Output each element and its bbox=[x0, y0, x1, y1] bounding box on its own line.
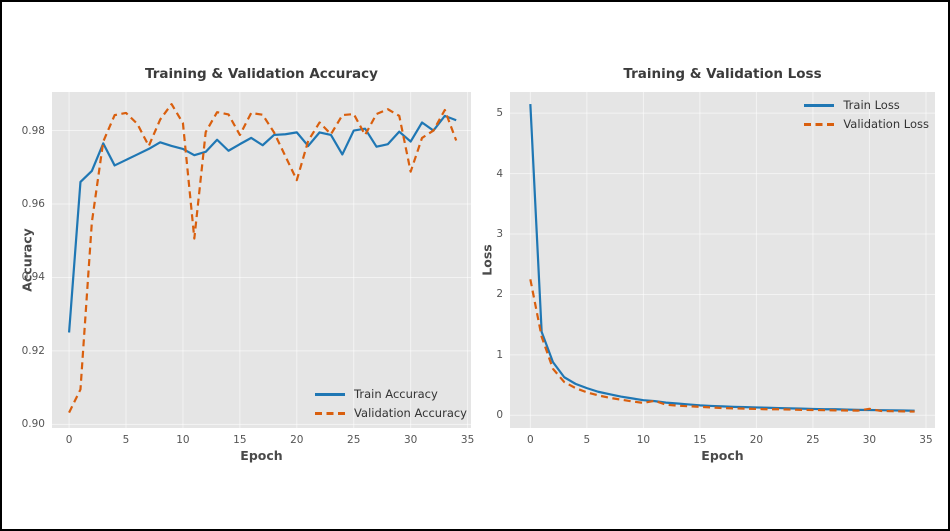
x-tick-label: 15 bbox=[693, 434, 707, 446]
accuracy-plot-area bbox=[52, 92, 471, 428]
y-tick-label: 0.96 bbox=[21, 198, 45, 210]
x-tick-label: 35 bbox=[919, 434, 933, 446]
legend-label: Validation Loss bbox=[843, 117, 929, 131]
x-tick-label: 15 bbox=[233, 434, 247, 446]
x-tick-label: 10 bbox=[176, 434, 190, 446]
y-tick-label: 0.98 bbox=[21, 124, 45, 137]
x-tick-label: 30 bbox=[862, 434, 877, 446]
validation-loss-line bbox=[529, 279, 915, 413]
validation-loss-line-sample bbox=[804, 122, 835, 126]
loss-chart-title: Training & Validation Loss bbox=[623, 66, 822, 82]
loss-legend: Train Loss Validation Loss bbox=[804, 98, 929, 131]
legend-item-validation-loss: Validation Loss bbox=[804, 117, 929, 131]
y-tick-label: 0.90 bbox=[21, 418, 45, 431]
x-tick-label: 5 bbox=[122, 434, 130, 446]
x-tick-label: 0 bbox=[65, 434, 73, 446]
loss-x-axis-label: Epoch bbox=[701, 448, 744, 463]
train-accuracy-line bbox=[67, 114, 457, 333]
accuracy-legend: Train Accuracy Validation Accuracy bbox=[315, 387, 467, 420]
legend-item-validation-accuracy: Validation Accuracy bbox=[315, 406, 467, 420]
plot-canvas bbox=[52, 92, 471, 428]
validation-accuracy-line bbox=[68, 103, 458, 414]
x-tick-label: 5 bbox=[583, 434, 591, 446]
train-loss-line-sample bbox=[804, 103, 835, 107]
legend-label: Validation Accuracy bbox=[354, 406, 467, 420]
loss-plot-area bbox=[510, 92, 935, 428]
loss-chart: Training & Validation Loss Loss Epoch Tr… bbox=[480, 66, 935, 463]
x-tick-label: 20 bbox=[749, 434, 764, 446]
train-loss-line bbox=[529, 104, 915, 412]
y-tick-label: 3 bbox=[496, 228, 503, 240]
accuracy-chart: Training & Validation Accuracy Accuracy … bbox=[20, 66, 475, 463]
x-tick-label: 0 bbox=[527, 434, 534, 446]
legend-item-train-accuracy: Train Accuracy bbox=[315, 387, 467, 401]
x-tick-label: 20 bbox=[290, 434, 304, 446]
y-tick-label: 0.92 bbox=[21, 344, 45, 357]
plot-canvas bbox=[510, 92, 935, 428]
y-tick-label: 1 bbox=[496, 348, 503, 361]
legend-item-train-loss: Train Loss bbox=[804, 98, 929, 112]
x-tick-label: 25 bbox=[347, 434, 361, 446]
x-tick-label: 30 bbox=[403, 434, 418, 446]
legend-label: Train Loss bbox=[843, 98, 900, 112]
accuracy-chart-title: Training & Validation Accuracy bbox=[145, 66, 378, 82]
validation-accuracy-line-sample bbox=[315, 411, 346, 415]
loss-y-axis-label: Loss bbox=[479, 244, 495, 276]
x-tick-label: 35 bbox=[460, 434, 475, 446]
accuracy-x-axis-label: Epoch bbox=[240, 448, 283, 463]
y-tick-label: 4 bbox=[496, 167, 503, 180]
y-tick-label: 0.94 bbox=[21, 271, 45, 284]
train-accuracy-line-sample bbox=[315, 392, 346, 396]
legend-label: Train Accuracy bbox=[354, 387, 438, 401]
x-tick-label: 25 bbox=[806, 434, 820, 446]
y-tick-label: 5 bbox=[496, 107, 503, 120]
y-tick-label: 0 bbox=[496, 409, 503, 422]
x-tick-label: 10 bbox=[636, 434, 651, 446]
y-tick-label: 2 bbox=[496, 288, 503, 301]
